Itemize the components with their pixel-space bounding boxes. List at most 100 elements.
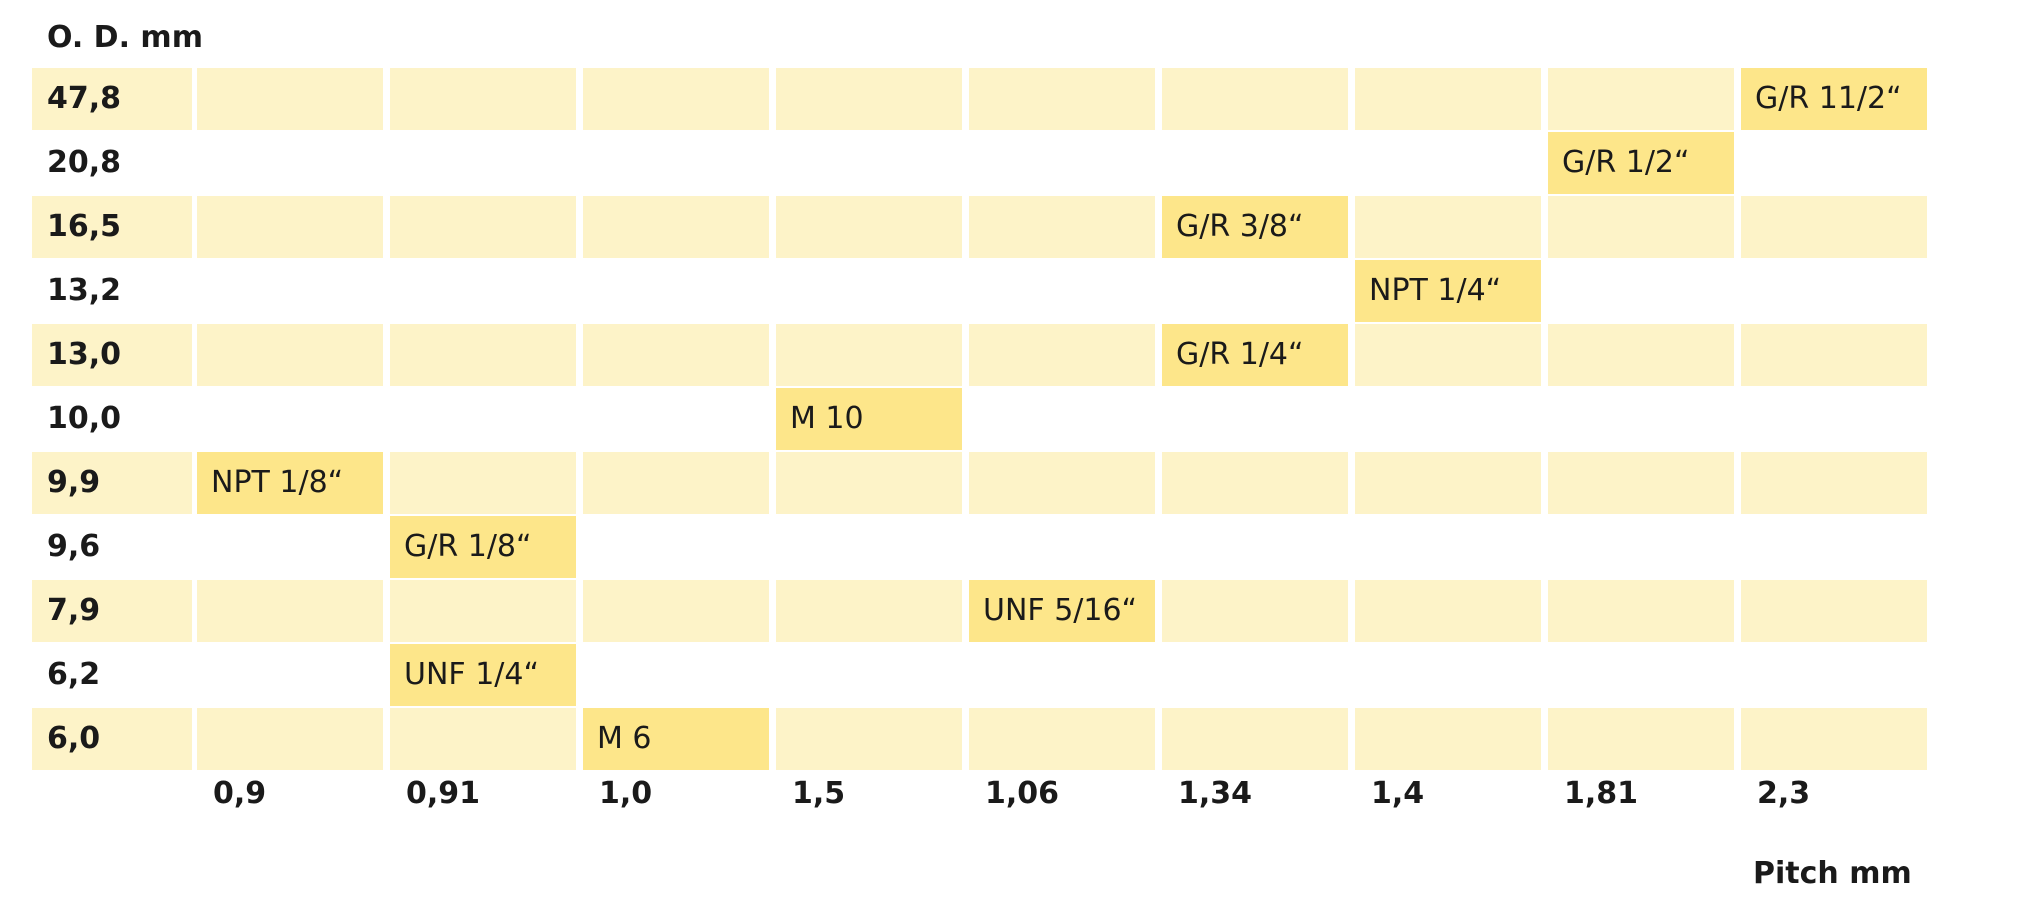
thread-cell: G/R 11/2“ xyxy=(1741,68,1927,130)
grid-cell xyxy=(197,644,383,706)
grid-cell xyxy=(1741,132,1927,194)
grid-cell xyxy=(1355,580,1541,642)
thread-label: G/R 3/8“ xyxy=(1176,209,1304,244)
grid-cell xyxy=(1355,68,1541,130)
grid-cell xyxy=(1548,580,1734,642)
grid-cell xyxy=(1741,452,1927,514)
grid-cell xyxy=(1162,388,1348,450)
grid-cell xyxy=(583,68,769,130)
grid-cell xyxy=(1162,452,1348,514)
y-tick-label: 9,9 xyxy=(47,465,101,500)
grid-cell xyxy=(197,516,383,578)
grid-cell xyxy=(1162,644,1348,706)
grid-cell xyxy=(776,580,962,642)
grid-cell xyxy=(390,68,576,130)
x-tick-label: 1,06 xyxy=(985,776,1060,811)
grid-cell xyxy=(197,324,383,386)
grid-cell xyxy=(1741,388,1927,450)
grid-cell xyxy=(390,132,576,194)
grid-cell xyxy=(1548,388,1734,450)
grid-cell xyxy=(969,516,1155,578)
grid-cell xyxy=(197,196,383,258)
x-tick-label: 1,4 xyxy=(1371,776,1425,811)
grid-cell xyxy=(390,580,576,642)
thread-label: NPT 1/4“ xyxy=(1369,273,1502,308)
grid-cell xyxy=(1162,260,1348,322)
grid-cell xyxy=(776,452,962,514)
grid-cell xyxy=(969,452,1155,514)
x-axis-title: Pitch mm xyxy=(1753,856,1912,891)
grid-cell xyxy=(583,644,769,706)
grid-cell xyxy=(1355,516,1541,578)
grid-cell xyxy=(1162,132,1348,194)
thread-label: M 6 xyxy=(597,721,652,756)
thread-label: UNF 5/16“ xyxy=(983,593,1138,628)
x-tick-label: 1,34 xyxy=(1178,776,1253,811)
grid-cell xyxy=(1548,708,1734,770)
grid-cell xyxy=(1548,260,1734,322)
grid-cell xyxy=(390,260,576,322)
grid-cell xyxy=(1548,196,1734,258)
thread-cell: UNF 5/16“ xyxy=(969,580,1155,642)
x-tick-label: 1,5 xyxy=(792,776,846,811)
grid-cell xyxy=(1355,708,1541,770)
thread-cell: G/R 1/4“ xyxy=(1162,324,1348,386)
grid-cell xyxy=(1162,68,1348,130)
grid-cell xyxy=(776,644,962,706)
grid-cell xyxy=(1162,708,1348,770)
grid-cell xyxy=(1548,68,1734,130)
thread-cell: G/R 3/8“ xyxy=(1162,196,1348,258)
grid-cell xyxy=(583,196,769,258)
y-tick-label: 13,2 xyxy=(47,273,122,308)
grid-cell xyxy=(776,708,962,770)
grid-cell xyxy=(1741,516,1927,578)
grid-cell xyxy=(776,516,962,578)
grid-cell xyxy=(197,388,383,450)
grid-cell xyxy=(1162,580,1348,642)
grid-cell xyxy=(1355,388,1541,450)
grid-cell xyxy=(1548,324,1734,386)
grid-cell xyxy=(390,196,576,258)
x-tick-label: 0,91 xyxy=(406,776,481,811)
y-axis-title: O. D. mm xyxy=(47,20,203,55)
grid-cell xyxy=(969,324,1155,386)
thread-cell: NPT 1/8“ xyxy=(197,452,383,514)
grid-cell xyxy=(969,708,1155,770)
thread-label: G/R 1/2“ xyxy=(1562,145,1690,180)
y-tick-label: 16,5 xyxy=(47,209,122,244)
grid-cell xyxy=(969,260,1155,322)
thread-label: NPT 1/8“ xyxy=(211,465,344,500)
row-band xyxy=(32,580,192,642)
grid-cell xyxy=(776,260,962,322)
grid-cell xyxy=(197,580,383,642)
grid-cell xyxy=(969,132,1155,194)
grid-cell xyxy=(197,708,383,770)
grid-cell xyxy=(197,68,383,130)
thread-label: UNF 1/4“ xyxy=(404,657,540,692)
thread-cell: G/R 1/8“ xyxy=(390,516,576,578)
row-band xyxy=(32,68,192,130)
row-band xyxy=(32,452,192,514)
grid-cell xyxy=(1548,452,1734,514)
thread-cell: M 6 xyxy=(583,708,769,770)
grid-cell xyxy=(390,324,576,386)
x-tick-label: 0,9 xyxy=(213,776,267,811)
grid-cell xyxy=(583,260,769,322)
grid-cell xyxy=(390,708,576,770)
thread-label: M 10 xyxy=(790,401,864,436)
grid-cell xyxy=(1548,516,1734,578)
row-band xyxy=(32,324,192,386)
grid-cell xyxy=(583,388,769,450)
grid-cell xyxy=(969,68,1155,130)
thread-cell: UNF 1/4“ xyxy=(390,644,576,706)
grid-cell xyxy=(1741,260,1927,322)
grid-cell xyxy=(776,68,962,130)
y-tick-label: 20,8 xyxy=(47,145,122,180)
grid-cell xyxy=(1741,580,1927,642)
grid-cell xyxy=(776,132,962,194)
grid-cell xyxy=(583,132,769,194)
row-band xyxy=(32,196,192,258)
grid-cell xyxy=(390,452,576,514)
grid-cell xyxy=(1355,196,1541,258)
